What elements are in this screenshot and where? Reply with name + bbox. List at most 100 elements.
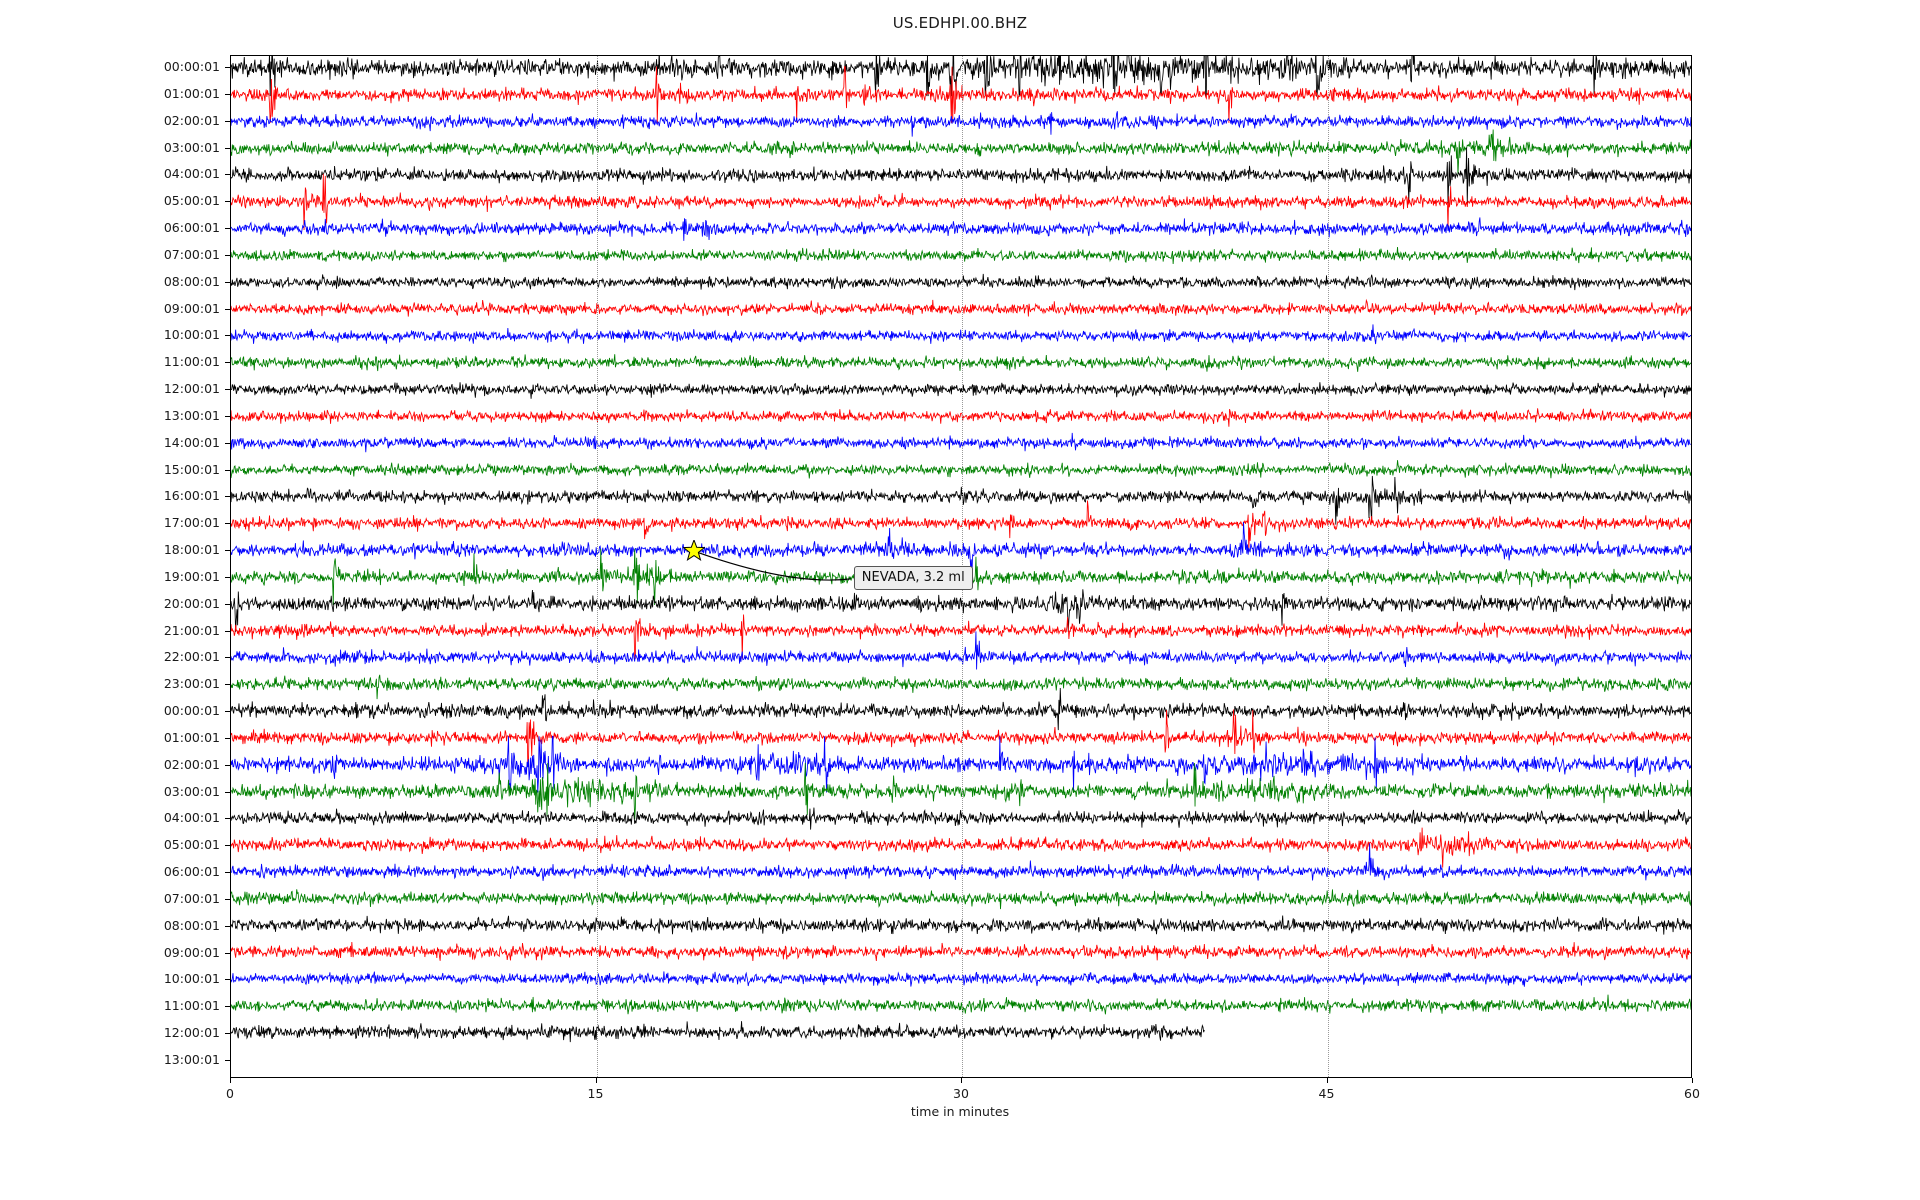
y-tick-mark-12 — [225, 389, 231, 391]
x-tick-label-0: 0 — [226, 1086, 234, 1101]
y-tick-label-29: 05:00:01 — [163, 837, 220, 853]
y-tick-label-27: 03:00:01 — [163, 783, 220, 799]
event-annotation-label[interactable]: NEVADA, 3.2 ml — [853, 565, 973, 590]
trace-33 — [231, 942, 1691, 961]
trace-0 — [231, 56, 1691, 96]
y-tick-label-31: 07:00:01 — [163, 890, 220, 906]
y-tick-mark-3 — [225, 147, 231, 149]
trace-12 — [231, 382, 1691, 399]
y-tick-mark-29 — [225, 845, 231, 847]
y-tick-label-15: 15:00:01 — [163, 461, 220, 477]
trace-28 — [231, 808, 1691, 830]
trace-34 — [231, 971, 1691, 986]
trace-11 — [231, 354, 1691, 372]
y-tick-label-25: 01:00:01 — [163, 729, 220, 745]
trace-2 — [231, 111, 1691, 136]
seismogram-traces — [231, 56, 1691, 1077]
trace-26 — [231, 736, 1691, 792]
y-tick-mark-26 — [225, 764, 231, 766]
x-tick-label-60: 60 — [1684, 1086, 1700, 1101]
y-tick-label-13: 13:00:01 — [163, 407, 220, 423]
y-tick-label-5: 05:00:01 — [163, 193, 220, 209]
trace-8 — [231, 274, 1691, 290]
y-tick-mark-8 — [225, 281, 231, 283]
y-tick-label-20: 20:00:01 — [163, 595, 220, 611]
trace-17 — [231, 500, 1691, 551]
y-tick-label-24: 00:00:01 — [163, 703, 220, 719]
y-tick-mark-9 — [225, 308, 231, 310]
y-tick-mark-2 — [225, 120, 231, 122]
y-tick-mark-22 — [225, 657, 231, 659]
trace-31 — [231, 889, 1691, 909]
trace-16 — [231, 476, 1691, 525]
trace-14 — [231, 433, 1691, 452]
y-tick-label-16: 16:00:01 — [163, 488, 220, 504]
y-tick-mark-27 — [225, 791, 231, 793]
gridline-45 — [1327, 56, 1329, 1077]
y-tick-mark-1 — [225, 93, 231, 95]
y-tick-mark-15 — [225, 469, 231, 471]
y-tick-label-1: 01:00:01 — [163, 85, 220, 101]
trace-9 — [231, 300, 1691, 317]
y-tick-mark-34 — [225, 979, 231, 981]
trace-22 — [231, 631, 1691, 669]
y-tick-mark-18 — [225, 550, 231, 552]
y-tick-label-23: 23:00:01 — [163, 676, 220, 692]
y-tick-mark-35 — [225, 1006, 231, 1008]
trace-1 — [231, 67, 1691, 123]
y-tick-mark-6 — [225, 228, 231, 230]
y-tick-label-26: 02:00:01 — [163, 756, 220, 772]
y-tick-mark-33 — [225, 952, 231, 954]
trace-15 — [231, 460, 1691, 478]
y-tick-label-36: 12:00:01 — [163, 1025, 220, 1041]
trace-3 — [231, 130, 1691, 176]
y-tick-label-34: 10:00:01 — [163, 971, 220, 987]
y-tick-label-8: 08:00:01 — [163, 273, 220, 289]
trace-21 — [231, 615, 1691, 659]
trace-32 — [231, 916, 1691, 935]
y-tick-mark-25 — [225, 737, 231, 739]
trace-4 — [231, 148, 1691, 204]
x-tick-mark-30 — [961, 1078, 962, 1083]
y-tick-mark-7 — [225, 254, 231, 256]
y-tick-mark-0 — [225, 67, 231, 69]
y-tick-label-10: 10:00:01 — [163, 327, 220, 343]
x-tick-mark-45 — [1326, 1078, 1328, 1083]
y-tick-label-33: 09:00:01 — [163, 944, 220, 960]
y-tick-mark-4 — [225, 174, 231, 176]
y-tick-mark-30 — [225, 872, 231, 874]
plot-axes — [230, 55, 1692, 1078]
y-tick-mark-14 — [225, 442, 231, 444]
y-tick-label-35: 11:00:01 — [163, 998, 220, 1014]
trace-10 — [231, 324, 1691, 344]
y-tick-label-2: 02:00:01 — [163, 112, 220, 128]
y-tick-label-18: 18:00:01 — [163, 542, 220, 558]
x-tick-label-30: 30 — [953, 1086, 969, 1101]
x-axis-label: time in minutes — [910, 1104, 1010, 1119]
trace-5 — [231, 174, 1691, 230]
y-tick-mark-36 — [225, 1033, 231, 1035]
y-tick-mark-32 — [225, 925, 231, 927]
y-tick-mark-16 — [225, 496, 231, 498]
page-title: US.EDHPI.00.BHZ — [892, 14, 1028, 32]
x-tick-mark-0 — [230, 1078, 231, 1083]
y-tick-mark-20 — [225, 603, 231, 605]
trace-20 — [231, 589, 1691, 632]
y-tick-label-17: 17:00:01 — [163, 515, 220, 531]
y-tick-mark-24 — [225, 711, 231, 713]
trace-27 — [231, 763, 1691, 819]
y-tick-label-21: 21:00:01 — [163, 622, 220, 638]
x-tick-label-15: 15 — [587, 1086, 604, 1101]
y-tick-mark-23 — [225, 684, 231, 686]
trace-30 — [231, 843, 1691, 880]
gridline-15 — [596, 56, 598, 1077]
trace-23 — [231, 675, 1691, 699]
y-tick-label-11: 11:00:01 — [163, 354, 220, 370]
plot-area — [231, 56, 1691, 1077]
trace-7 — [231, 247, 1691, 264]
y-tick-label-7: 07:00:01 — [163, 246, 220, 262]
y-tick-label-14: 14:00:01 — [163, 434, 220, 450]
y-tick-mark-10 — [225, 335, 231, 337]
y-tick-label-12: 12:00:01 — [163, 381, 220, 397]
